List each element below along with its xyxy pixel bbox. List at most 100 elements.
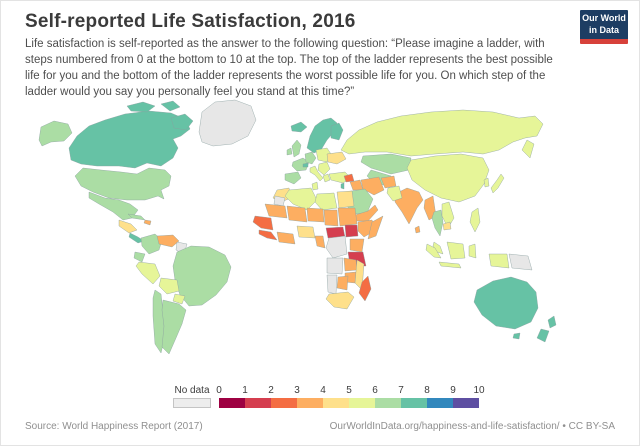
region-ukraine <box>326 151 347 165</box>
region-china-mongolia <box>406 153 490 203</box>
region-zambia <box>343 257 358 272</box>
region-finland <box>330 122 344 141</box>
region-indonesia <box>438 261 462 269</box>
region-thailand <box>431 209 444 237</box>
region-guatemala-honduras <box>118 219 138 234</box>
footer: Source: World Happiness Report (2017) Ou… <box>25 421 615 432</box>
region-indonesia <box>425 243 442 259</box>
region-indonesia <box>446 241 466 260</box>
legend-bin-6-7 <box>375 398 401 408</box>
legend-bin-1-2 <box>245 398 271 408</box>
region-kazakhstan <box>360 153 412 175</box>
region-peru <box>135 261 161 285</box>
source-text: Source: World Happiness Report (2017) <box>25 421 203 432</box>
region-angola <box>326 257 344 275</box>
region-nigeria <box>296 225 316 239</box>
legend-tick-3: 3 <box>294 385 300 396</box>
region-malaysia <box>432 241 444 255</box>
region-australia <box>512 332 521 340</box>
region-spain-portugal <box>284 171 302 185</box>
region-france <box>291 157 310 172</box>
region-iraq <box>349 179 364 191</box>
region-afghanistan <box>380 175 397 189</box>
region-iran <box>360 176 385 196</box>
footer-url-link[interactable]: OurWorldInData.org/happiness-and-life-sa… <box>329 421 560 432</box>
region-ecuador <box>133 251 146 263</box>
region-mauritania <box>264 203 288 219</box>
region-dr-congo <box>325 235 348 259</box>
legend-no-data-label: No data <box>174 385 210 396</box>
chart-subtitle: Life satisfaction is self-reported as th… <box>25 38 553 98</box>
region-ireland <box>286 147 293 156</box>
legend-tick-6: 6 <box>372 385 378 396</box>
legend-bin-7-8 <box>401 398 427 408</box>
legend-tick-5: 5 <box>346 385 352 396</box>
owid-logo-accent-bar <box>580 39 628 44</box>
region-madagascar <box>358 275 372 302</box>
region-mali <box>286 205 308 223</box>
region-colombia <box>140 233 163 255</box>
region-egypt <box>336 190 355 209</box>
region-cambodia <box>442 221 452 231</box>
legend-no-data: No data <box>173 385 211 408</box>
region-greenland <box>198 99 257 147</box>
region-south-africa <box>325 291 355 310</box>
region-germany-central-europe <box>304 151 317 165</box>
region-haiti-dominican-rep- <box>143 219 152 226</box>
region-senegal-guinea <box>252 215 274 231</box>
region-russia <box>521 139 535 159</box>
legend-tick-10: 10 <box>473 385 485 396</box>
region-united-kingdom <box>291 139 302 158</box>
owid-logo: Our World in Data <box>580 10 628 44</box>
region-israel <box>340 182 345 190</box>
region-new-zealand <box>547 315 557 329</box>
region-syria <box>343 173 355 183</box>
region-alaska-us- <box>38 120 73 147</box>
region-paraguay <box>172 293 186 305</box>
region-russia <box>340 109 544 157</box>
world-map <box>38 99 557 355</box>
legend-tick-4: 4 <box>320 385 326 396</box>
region-australia <box>473 276 539 330</box>
region-india <box>394 187 424 225</box>
region-indonesia <box>468 243 477 259</box>
region-bolivia <box>158 277 180 295</box>
region-iceland <box>290 121 308 133</box>
region-ivory-coast-ghana <box>276 231 296 245</box>
legend-tick-8: 8 <box>424 385 430 396</box>
region-niger <box>306 207 325 223</box>
region-canada <box>126 101 156 113</box>
region-vietnam-laos <box>441 201 455 229</box>
region-western-sahara <box>273 195 286 207</box>
region-chad <box>323 209 339 227</box>
legend-bin-9-10 <box>453 398 479 408</box>
owid-logo-line2: in Data <box>588 24 619 35</box>
region-sierra-leone-liberia <box>258 229 278 241</box>
region-united-states <box>74 167 172 201</box>
legend-no-data-swatch <box>173 398 211 408</box>
legend-tick-9: 9 <box>450 385 456 396</box>
owid-logo-text: Our World in Data <box>580 10 628 39</box>
legend-tick-2: 2 <box>268 385 274 396</box>
legend-tick-7: 7 <box>398 385 404 396</box>
page-title: Self-reported Life Satisfaction, 2016 <box>25 11 356 32</box>
owid-logo-line1: Our World <box>582 13 626 24</box>
region-somalia <box>367 215 384 240</box>
region-canada <box>160 100 181 112</box>
license-text: CC BY-SA <box>568 421 615 432</box>
region-venezuela <box>156 234 180 248</box>
legend-bin-5-6 <box>349 398 375 408</box>
region-namibia <box>326 274 338 295</box>
legend-bin-0-1 <box>219 398 245 408</box>
region-switzerland <box>302 162 309 168</box>
legend-bin-8-9 <box>427 398 453 408</box>
region-chile <box>152 289 166 354</box>
region-sri-lanka <box>414 225 421 234</box>
region-south-korea <box>483 177 490 188</box>
region-south-sudan <box>344 224 359 238</box>
legend-tick-1: 1 <box>242 385 248 396</box>
legend-bin-2-3 <box>271 398 297 408</box>
region-new-zealand <box>536 328 550 343</box>
region-pakistan <box>386 185 403 202</box>
